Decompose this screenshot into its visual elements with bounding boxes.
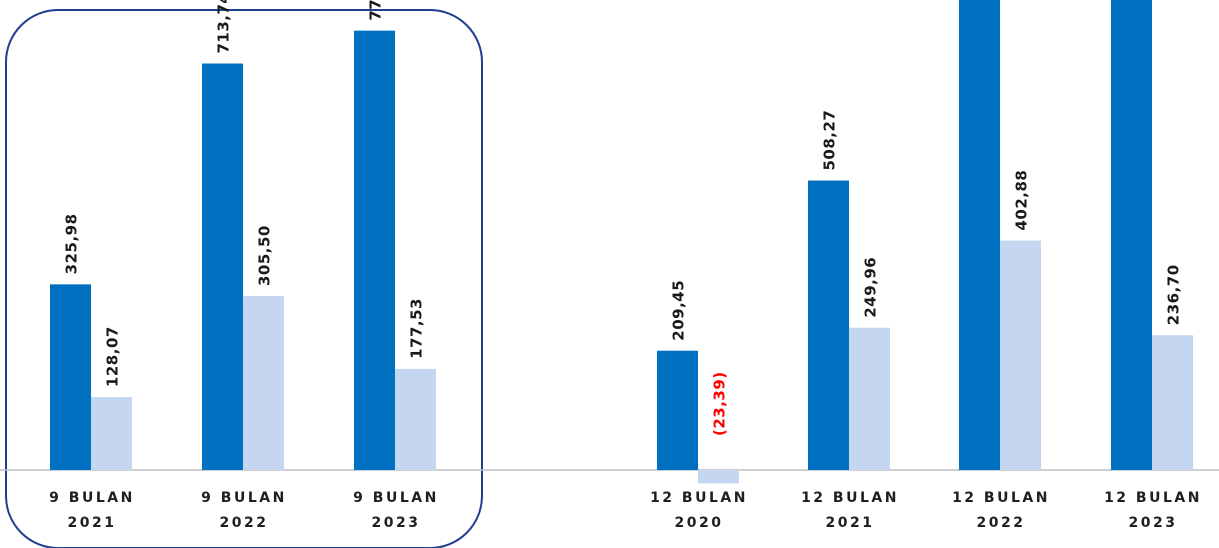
- data-label-series1-cat5: 508,27: [821, 110, 839, 171]
- x-tick-label-1-line1: 9 BULAN: [49, 490, 135, 506]
- x-tick-label-4-line1: 12 BULAN: [650, 490, 748, 506]
- data-label-series2-cat7: 236,70: [1165, 264, 1183, 325]
- bar-series1-cat2: [202, 63, 243, 470]
- x-tick-label-3-line1: 9 BULAN: [353, 490, 439, 506]
- x-tick-label-6-line2: 2022: [977, 515, 1026, 531]
- data-label-series1-cat3: 771,50: [367, 0, 385, 21]
- data-label-series1-cat1: 325,98: [63, 213, 81, 274]
- bar-series1-cat6: [959, 0, 1000, 470]
- x-tick-label-2-line2: 2022: [220, 515, 269, 531]
- x-tick-label-7-line1: 12 BULAN: [1104, 490, 1202, 506]
- bar-series1-cat1: [50, 284, 91, 470]
- data-label-series1-cat4: 209,45: [670, 280, 688, 341]
- bar-series2-cat5: [849, 327, 890, 470]
- x-tick-label-5-line2: 2021: [826, 515, 875, 531]
- data-label-series1-cat2: 713,74: [215, 0, 233, 54]
- data-label-series2-cat1: 128,07: [104, 326, 122, 387]
- data-label-series2-cat6: 402,88: [1013, 170, 1031, 231]
- bar-series2-cat2: [243, 296, 284, 470]
- bar-series2-cat3: [395, 368, 436, 470]
- bar-series1-cat3: [354, 30, 395, 471]
- bar-series2-cat7: [1152, 335, 1193, 470]
- x-tick-label-7-line2: 2023: [1129, 515, 1178, 531]
- data-label-series2-cat2: 305,50: [256, 225, 274, 286]
- bar-series1-cat5: [808, 180, 849, 471]
- data-label-series2-cat4: (23,39): [711, 371, 729, 436]
- chart-marks: 325,98 128,07 9 BULAN 2021 713,74 305,50 9 BUL…: [49, 0, 1202, 531]
- highlight-box-9-bulan: [5, 9, 483, 548]
- bar-series2-cat6: [1000, 240, 1041, 470]
- x-tick-label-3-line2: 2023: [372, 515, 421, 531]
- bar-series2-cat4: [698, 470, 739, 484]
- bar-series1-cat4: [657, 350, 698, 470]
- data-label-series2-cat3: 177,53: [408, 298, 426, 359]
- x-tick-label-6-line1: 12 BULAN: [952, 490, 1050, 506]
- x-tick-label-2-line1: 9 BULAN: [201, 490, 287, 506]
- data-label-series2-cat5: 249,96: [862, 257, 880, 318]
- x-tick-label-5-line1: 12 BULAN: [801, 490, 899, 506]
- x-tick-label-4-line2: 2020: [675, 515, 724, 531]
- bar-series1-cat7: [1111, 0, 1152, 471]
- x-tick-label-1-line2: 2021: [68, 515, 117, 531]
- bar-series2-cat1: [91, 397, 132, 470]
